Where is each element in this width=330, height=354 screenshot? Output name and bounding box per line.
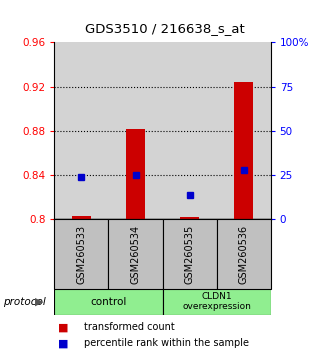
Bar <box>216 219 271 289</box>
Text: GSM260535: GSM260535 <box>184 224 195 284</box>
Bar <box>54 219 109 289</box>
Text: percentile rank within the sample: percentile rank within the sample <box>84 338 249 348</box>
Bar <box>72 216 91 219</box>
Text: CLDN1
overexpression: CLDN1 overexpression <box>182 292 251 312</box>
Bar <box>162 289 271 315</box>
Text: GSM260534: GSM260534 <box>130 224 141 284</box>
Text: ■: ■ <box>58 322 68 332</box>
Bar <box>54 289 162 315</box>
Text: protocol: protocol <box>3 297 46 307</box>
Bar <box>234 82 253 219</box>
Text: GSM260533: GSM260533 <box>77 224 86 284</box>
Bar <box>180 217 199 219</box>
Text: ■: ■ <box>58 338 68 348</box>
Bar <box>126 129 145 219</box>
Text: ▶: ▶ <box>35 297 43 307</box>
Text: GSM260536: GSM260536 <box>239 224 248 284</box>
Text: transformed count: transformed count <box>84 322 175 332</box>
Text: control: control <box>90 297 127 307</box>
Bar <box>109 219 162 289</box>
Text: GDS3510 / 216638_s_at: GDS3510 / 216638_s_at <box>85 22 245 35</box>
Bar <box>162 219 216 289</box>
